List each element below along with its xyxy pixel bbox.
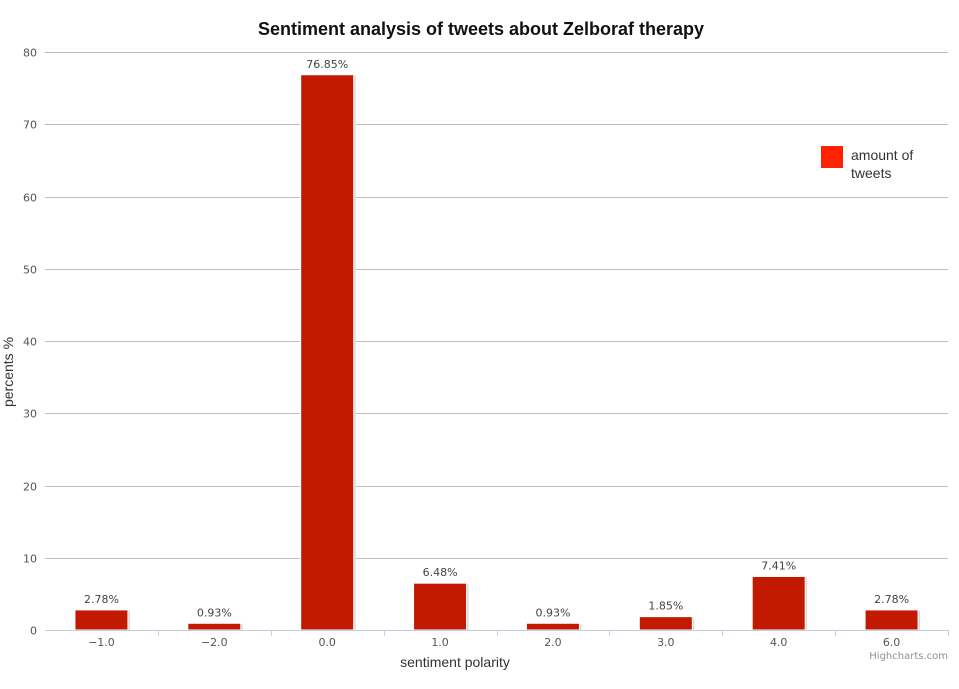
x-tick-label: 4.0 (770, 636, 788, 649)
bars (74, 74, 921, 631)
data-label: 7.41% (761, 559, 796, 572)
legend-swatch (821, 146, 843, 168)
y-tick-label: 40 (23, 336, 37, 349)
bar-2.0[interactable] (525, 622, 580, 631)
bar-3.0[interactable] (638, 616, 693, 631)
grid-lines (45, 52, 948, 559)
legend[interactable]: amount of tweets (821, 146, 913, 181)
bar--2.0[interactable] (187, 622, 242, 631)
data-label: 76.85% (306, 58, 348, 71)
data-labels: 2.78% 0.93% 76.85% 6.48% 0.93% 1.85% 7.41% 2.78… (84, 58, 909, 620)
y-tick-label: 30 (23, 408, 37, 421)
bar-0.0[interactable] (300, 74, 355, 631)
data-label: 2.78% (84, 593, 119, 606)
data-label: 6.48% (423, 566, 458, 579)
legend-label: amount of tweets (851, 147, 913, 181)
y-tick-label: 10 (23, 553, 37, 566)
x-axis-title: sentiment polarity (400, 654, 510, 670)
chart-title: Sentiment analysis of tweets about Zelbo… (258, 19, 704, 39)
bar-1.0[interactable] (413, 582, 468, 631)
y-tick-label: 70 (23, 119, 37, 132)
y-tick-label: 60 (23, 192, 37, 205)
x-tick-label: −1.0 (88, 636, 115, 649)
data-label: 2.78% (874, 593, 909, 606)
data-label: 0.93% (197, 606, 232, 619)
y-axis-title: percents % (0, 337, 16, 407)
bar-4.0[interactable] (751, 575, 806, 631)
y-tick-label: 50 (23, 264, 37, 277)
x-tick-label: 6.0 (883, 636, 901, 649)
bar--1.0[interactable] (74, 609, 129, 631)
x-tick-label: 3.0 (657, 636, 675, 649)
y-tick-label: 80 (23, 47, 37, 60)
data-label: 1.85% (648, 600, 683, 613)
x-tick-label: −2.0 (201, 636, 228, 649)
x-tick-label: 2.0 (544, 636, 562, 649)
y-tick-label: 0 (30, 625, 37, 638)
bar-6.0[interactable] (864, 609, 919, 631)
credits-link[interactable]: Highcharts.com (869, 651, 948, 662)
data-label: 0.93% (535, 606, 570, 619)
x-tick-label: 1.0 (431, 636, 449, 649)
axes: 0 10 20 30 40 50 60 70 80 −1.0 −2.0 0.0 1.0 2.0 3.0 4.0… (23, 47, 949, 649)
x-tick-label: 0.0 (318, 636, 336, 649)
y-tick-label: 20 (23, 481, 37, 494)
